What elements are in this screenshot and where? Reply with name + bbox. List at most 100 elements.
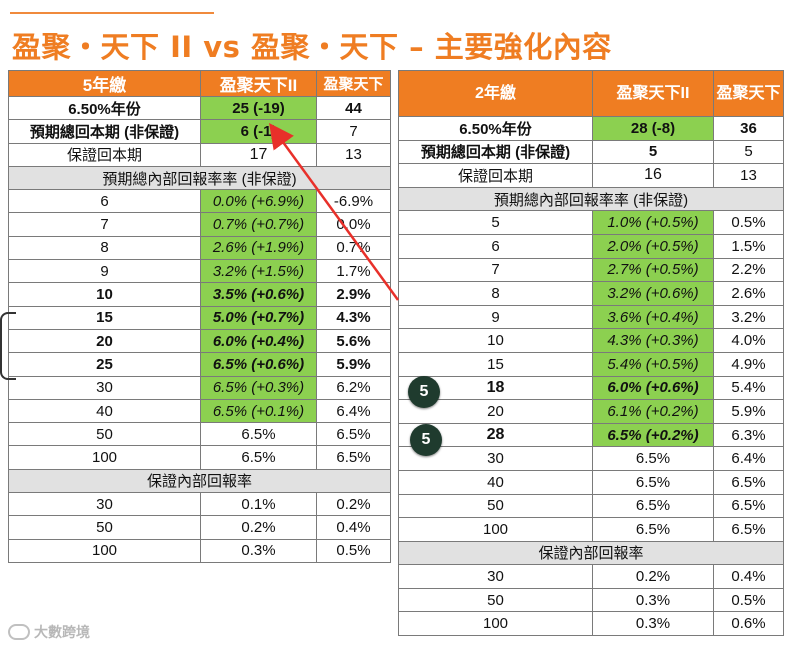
table-row: 28 6.5% (+0.2%) 6.3%: [398, 422, 784, 448]
year-cell: 9: [398, 304, 593, 330]
old-plan-irr: 4.3%: [316, 305, 391, 330]
year-cell: 100: [398, 517, 593, 542]
table-row: 50 6.5% 6.5%: [398, 493, 784, 519]
year-cell: 8: [8, 235, 201, 261]
table-row: 30 0.1% 0.2%: [8, 492, 391, 517]
section-header-row: 保證內部回報率: [8, 468, 391, 494]
old-plan-irr: 5.9%: [316, 352, 391, 377]
new-plan-irr: 6.5%: [592, 469, 714, 495]
row-label: 保證回本期: [8, 142, 201, 167]
new-plan-irr: 6.5%: [592, 493, 714, 519]
new-plan-value: 16: [592, 163, 714, 188]
old-plan-irr: 6.4%: [713, 446, 784, 471]
table-row: 9 3.2% (+1.5%) 1.7%: [8, 259, 391, 284]
old-plan-guaranteed-irr: 0.4%: [316, 515, 391, 540]
new-plan-irr: 3.5% (+0.6%): [200, 282, 317, 307]
old-plan-irr: 2.2%: [713, 257, 784, 283]
row-label: 預期總回本期 (非保證): [8, 119, 201, 144]
watermark-logo-icon: [8, 624, 30, 640]
table-row: 50 6.5% 6.5%: [8, 422, 391, 447]
year-cell: 6: [398, 233, 593, 259]
table-row: 6.50%年份 25 (-19) 44: [8, 95, 391, 121]
old-plan-value: 13: [713, 163, 784, 188]
column-header-new-plan: 盈聚天下II: [592, 70, 714, 117]
table-row: 50 0.2% 0.4%: [8, 515, 391, 540]
new-plan-value: 28 (-8): [592, 116, 714, 141]
table-header-row: 5年繳 盈聚天下II 盈聚天下: [8, 70, 391, 97]
table-row: 100 0.3% 0.6%: [398, 611, 784, 637]
old-plan-irr: 4.0%: [713, 328, 784, 353]
old-plan-irr: 5.4%: [713, 375, 784, 401]
year-cell: 15: [8, 305, 201, 330]
year-cell: 5: [398, 210, 593, 235]
table-row: 30 6.5% 6.4%: [398, 446, 784, 471]
new-plan-irr: 1.0% (+0.5%): [592, 210, 714, 235]
table-row: 10 3.5% (+0.6%) 2.9%: [8, 282, 391, 307]
year-cell: 20: [8, 328, 201, 354]
column-header-payment-term: 2年繳: [398, 70, 593, 117]
year-cell: 30: [8, 492, 201, 517]
new-plan-irr: 6.0% (+0.4%): [200, 328, 317, 354]
old-plan-irr: 6.3%: [713, 422, 784, 448]
bracket-marker: [0, 312, 16, 380]
row-label: 6.50%年份: [398, 116, 593, 141]
old-plan-irr: 0.7%: [316, 235, 391, 261]
old-plan-irr: 0.5%: [713, 210, 784, 235]
guaranteed-irr-section-title: 保證內部回報率: [8, 468, 391, 494]
row-label: 預期總回本期 (非保證): [398, 139, 593, 165]
old-plan-value: 44: [316, 95, 391, 121]
irr-section-title: 預期總內部回報率率 (非保證): [398, 186, 784, 212]
old-plan-irr: 6.5%: [316, 422, 391, 447]
new-plan-guaranteed-irr: 0.1%: [200, 492, 317, 517]
old-plan-value: 13: [316, 142, 391, 167]
table-row: 15 5.0% (+0.7%) 4.3%: [8, 305, 391, 330]
new-plan-guaranteed-irr: 0.3%: [592, 587, 714, 613]
old-plan-irr: 1.7%: [316, 259, 391, 284]
new-plan-guaranteed-irr: 0.2%: [592, 564, 714, 589]
old-plan-irr: 2.9%: [316, 282, 391, 307]
year-cell: 7: [398, 257, 593, 283]
year-cell: 100: [8, 445, 201, 470]
new-plan-irr: 2.6% (+1.9%): [200, 235, 317, 261]
table-row: 10 4.3% (+0.3%) 4.0%: [398, 328, 784, 353]
year-cell: 50: [398, 587, 593, 613]
table-row: 8 2.6% (+1.9%) 0.7%: [8, 235, 391, 261]
new-plan-irr: 6.5%: [200, 445, 317, 470]
new-plan-irr: 2.0% (+0.5%): [592, 233, 714, 259]
title-rule: [10, 12, 214, 14]
old-plan-irr: 3.2%: [713, 304, 784, 330]
year-badge: 5: [408, 376, 440, 408]
new-plan-irr: 4.3% (+0.3%): [592, 328, 714, 353]
year-cell: 50: [398, 493, 593, 519]
column-header-old-plan: 盈聚天下: [316, 70, 391, 97]
table-row: 預期總回本期 (非保證) 5 5: [398, 139, 784, 165]
new-plan-irr: 0.7% (+0.7%): [200, 212, 317, 237]
bracket-tip: [0, 343, 2, 345]
old-plan-irr: 0.0%: [316, 212, 391, 237]
year-cell: 50: [8, 422, 201, 447]
new-plan-irr: 3.2% (+1.5%): [200, 259, 317, 284]
table-row: 保證回本期 17 13: [8, 142, 391, 167]
old-plan-guaranteed-irr: 0.5%: [713, 587, 784, 613]
table-row: 18 6.0% (+0.6%) 5.4%: [398, 375, 784, 401]
section-header-row: 保證內部回報率: [398, 540, 784, 566]
old-plan-guaranteed-irr: 0.2%: [316, 492, 391, 517]
new-plan-irr: 6.5%: [592, 517, 714, 542]
new-plan-irr: 3.2% (+0.6%): [592, 281, 714, 306]
table-row: 6 2.0% (+0.5%) 1.5%: [398, 233, 784, 259]
year-cell: 10: [8, 282, 201, 307]
new-plan-value: 5: [592, 139, 714, 165]
old-plan-irr: 6.5%: [316, 445, 391, 470]
old-plan-value: 5: [713, 139, 784, 165]
new-plan-irr: 3.6% (+0.4%): [592, 304, 714, 330]
old-plan-irr: 6.5%: [713, 493, 784, 519]
column-header-payment-term: 5年繳: [8, 70, 201, 97]
table-row: 40 6.5% 6.5%: [398, 469, 784, 495]
old-plan-irr: 5.9%: [713, 399, 784, 424]
two-year-payment-table: 2年繳 盈聚天下II 盈聚天下 6.50%年份 28 (-8) 36 預期總回本…: [398, 70, 784, 637]
year-cell: 6: [8, 189, 201, 214]
page-title: 盈聚・天下 II vs 盈聚・天下 – 主要強化內容: [12, 30, 612, 64]
watermark: 大數跨境: [8, 622, 90, 642]
new-plan-irr: 6.5% (+0.2%): [592, 422, 714, 448]
old-plan-irr: 4.9%: [713, 351, 784, 377]
